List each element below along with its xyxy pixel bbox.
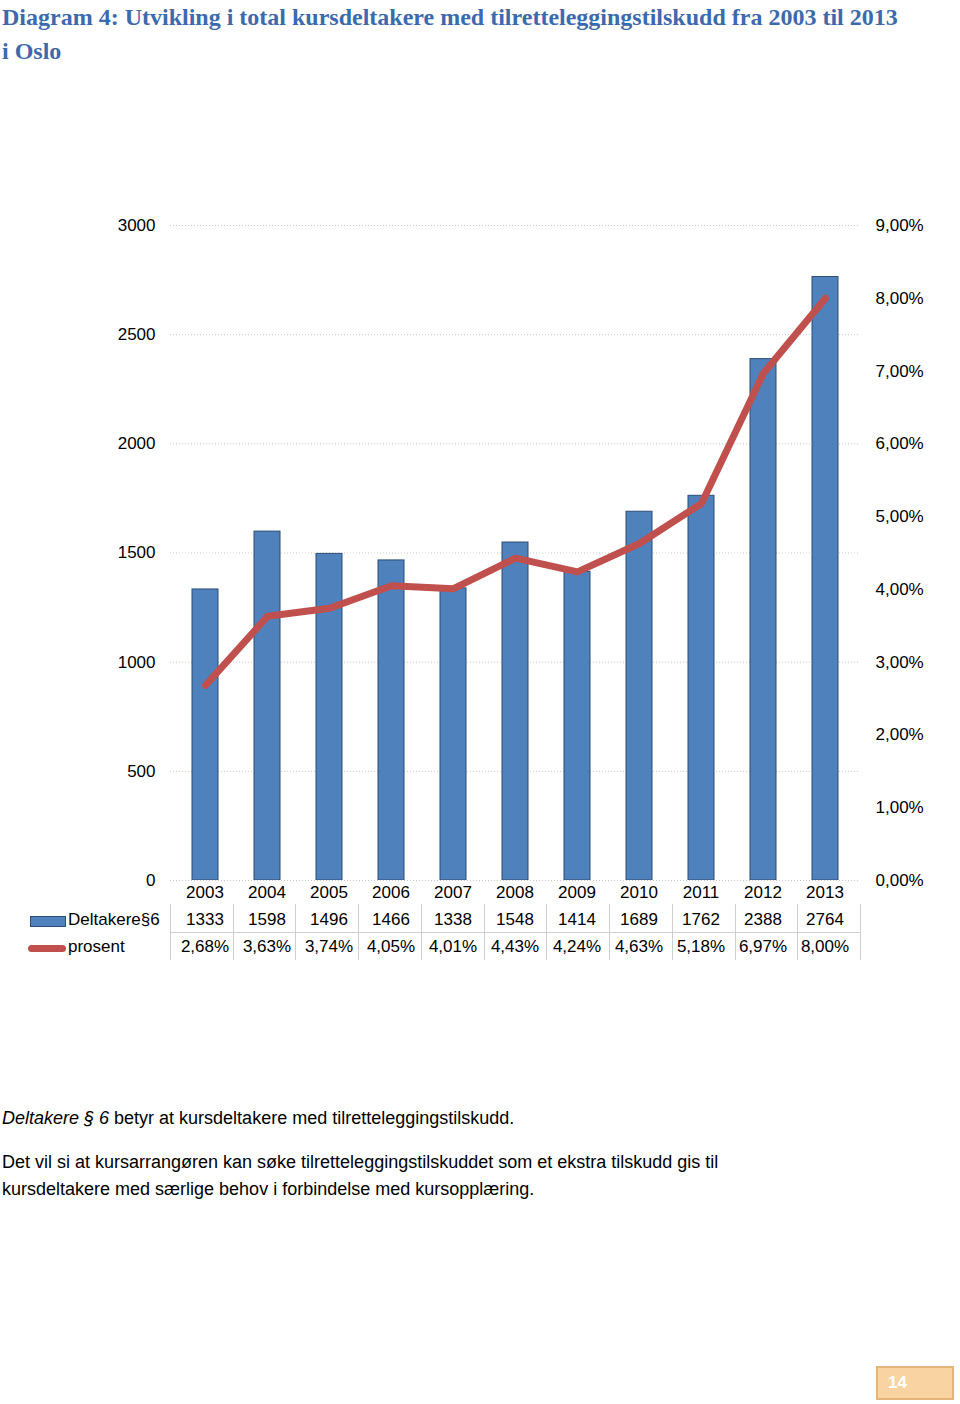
html-text:1689: 1689: [620, 910, 658, 929]
html-text:2004: 2004: [248, 883, 286, 902]
html-text:6,97%: 6,97%: [738, 937, 788, 956]
html-text:Deltakere§6: Deltakere§6: [68, 910, 160, 929]
html-text:2013: 2013: [806, 883, 844, 902]
html-text:2,68%: 2,68%: [180, 937, 230, 956]
html-text:3,74%: 3,74%: [304, 937, 354, 956]
html-text:1762: 1762: [682, 910, 720, 929]
html-text:5,18%: 5,18%: [676, 937, 726, 956]
html-text:1548: 1548: [496, 910, 534, 929]
svg-text:2,00%: 2,00%: [876, 725, 924, 744]
svg-text:1500: 1500: [118, 543, 156, 562]
html-text:2008: 2008: [496, 883, 534, 902]
svg-text:8,00%: 8,00%: [876, 289, 924, 308]
html-text:1496: 1496: [310, 910, 348, 929]
html-text:1333: 1333: [186, 910, 224, 929]
html-text:2012: 2012: [744, 883, 782, 902]
html-text:2388: 2388: [744, 910, 782, 929]
svg-text:0: 0: [146, 871, 155, 890]
html-text:4,63%: 4,63%: [614, 937, 664, 956]
html-text:8,00%: 8,00%: [800, 937, 850, 956]
html-text:2006: 2006: [372, 883, 410, 902]
html-text:2007: 2007: [434, 883, 472, 902]
html-text:1414: 1414: [558, 910, 596, 929]
html-text:3,63%: 3,63%: [242, 937, 292, 956]
svg-text:5,00%: 5,00%: [876, 507, 924, 526]
html-text:prosent: prosent: [68, 937, 125, 956]
html-text:2003: 2003: [186, 883, 224, 902]
html-text:1598: 1598: [248, 910, 286, 929]
html-text:2010: 2010: [620, 883, 658, 902]
html-text:1466: 1466: [372, 910, 410, 929]
html-text:14: 14: [888, 1373, 907, 1392]
html-text:4,43%: 4,43%: [490, 937, 540, 956]
svg-text:0,00%: 0,00%: [876, 871, 924, 890]
html-text:Det vil si at kursarrangøren k: Det vil si at kursarrangøren kan søke ti…: [2, 1152, 719, 1199]
html-text:4,01%: 4,01%: [428, 937, 478, 956]
html-text:Diagram 4: Utvikling i total k: Diagram 4: Utvikling i total kursdeltake…: [2, 4, 898, 64]
svg-text:1,00%: 1,00%: [876, 798, 924, 817]
html-text:4,24%: 4,24%: [552, 937, 602, 956]
html-text:1338: 1338: [434, 910, 472, 929]
svg-text:6,00%: 6,00%: [876, 434, 924, 453]
html-text:2009: 2009: [558, 883, 596, 902]
svg-text:2000: 2000: [118, 434, 156, 453]
svg-text:500: 500: [127, 762, 155, 781]
html-text:4,05%: 4,05%: [366, 937, 416, 956]
html-text:Deltakere § 6 betyr at kursdel: Deltakere § 6 betyr at kursdeltakere med…: [2, 1108, 515, 1128]
svg-text:9,00%: 9,00%: [876, 216, 924, 235]
html-text:2005: 2005: [310, 883, 348, 902]
svg-text:1000: 1000: [118, 653, 156, 672]
svg-text:4,00%: 4,00%: [876, 580, 924, 599]
svg-text:2500: 2500: [118, 325, 156, 344]
svg-text:3000: 3000: [118, 216, 156, 235]
svg-text:3,00%: 3,00%: [876, 653, 924, 672]
html-text:2764: 2764: [806, 910, 844, 929]
html-text:2011: 2011: [682, 883, 720, 902]
svg-text:7,00%: 7,00%: [876, 361, 924, 380]
